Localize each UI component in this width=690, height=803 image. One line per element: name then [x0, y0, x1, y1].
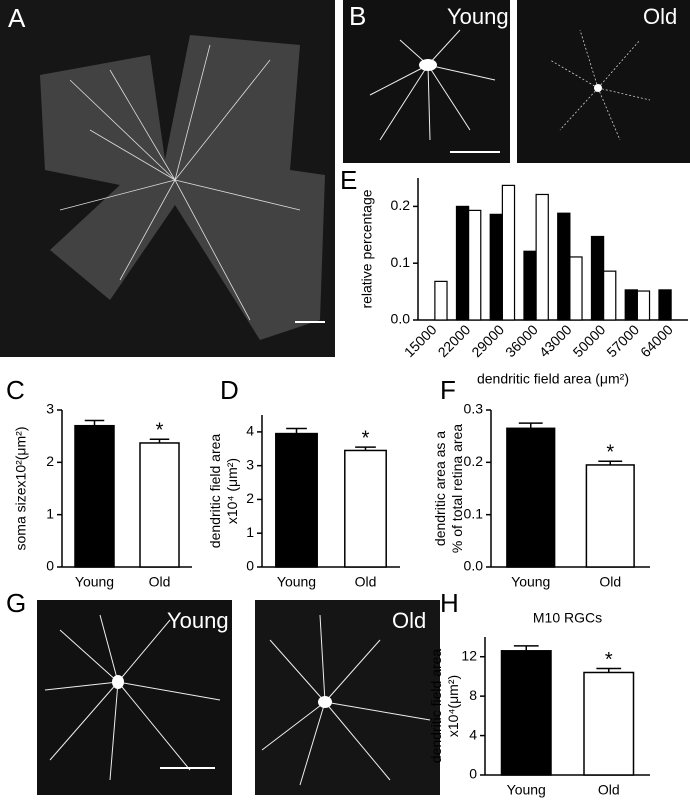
y-axis-label: relative percentage: [359, 189, 375, 308]
axon-lines: [59, 44, 301, 321]
image-label: Young: [167, 608, 229, 633]
x-tick-label: 22000: [435, 321, 474, 360]
bar: [624, 289, 638, 321]
y-tick-label: 0: [469, 766, 477, 782]
y-axis-label: % of total retina area: [449, 424, 465, 553]
x-tick-label: 64000: [637, 321, 676, 360]
x-tick-label: 50000: [570, 321, 609, 360]
bar: [523, 250, 537, 321]
bar: [455, 205, 470, 321]
soma: [594, 84, 602, 92]
y-tick-label: 12: [461, 647, 477, 663]
x-tick-label: 36000: [502, 321, 541, 360]
bar: [557, 212, 571, 321]
x-tick-label: Young: [511, 574, 550, 590]
dendrites: [44, 614, 221, 781]
y-axis-label: dendritic field area: [207, 434, 223, 549]
bar: [275, 432, 318, 568]
bar: [468, 209, 482, 321]
bar: [585, 464, 635, 568]
bar: [344, 449, 387, 568]
y-tick-label: 0.2: [464, 453, 484, 469]
y-axis-label: x10⁴(μm²): [445, 675, 461, 737]
x-tick-label: Young: [277, 574, 316, 590]
bar: [139, 442, 180, 568]
bar: [535, 193, 549, 321]
annotation: *: [362, 427, 370, 449]
bar: [658, 289, 672, 321]
y-tick-label: 0.0: [464, 558, 484, 574]
y-tick-label: 3: [246, 456, 254, 472]
y-tick-label: 0: [46, 558, 54, 574]
bar: [434, 280, 448, 321]
bar: [583, 671, 635, 776]
x-tick-label: Old: [355, 574, 377, 590]
annotation: *: [605, 649, 613, 671]
x-tick-label: Old: [598, 782, 620, 798]
cell-image: [343, 0, 510, 163]
annotation: *: [156, 420, 164, 442]
soma: [318, 696, 332, 708]
x-tick-label: 43000: [536, 321, 575, 360]
x-tick-label: Old: [149, 574, 171, 590]
image-label: Young: [447, 4, 509, 29]
y-axis-label: x10⁴ (μm²): [224, 458, 240, 524]
dendrites: [261, 614, 431, 786]
panel-label: H: [440, 588, 459, 618]
bar: [506, 427, 556, 568]
image-label: Old: [392, 608, 426, 633]
retina-shape: [40, 35, 325, 340]
cell-image: [37, 600, 232, 795]
y-tick-label: 0.3: [464, 401, 484, 417]
bar: [636, 290, 651, 321]
y-tick-label: 4: [469, 726, 477, 742]
x-tick-label: 29000: [468, 321, 507, 360]
cell-image: [255, 600, 440, 795]
panel-label: B: [349, 1, 366, 31]
bar: [500, 650, 552, 776]
bar: [603, 270, 617, 321]
y-tick-label: 2: [46, 453, 54, 469]
y-tick-label: 4: [246, 423, 254, 439]
y-tick-label: 3: [46, 401, 54, 417]
panel-label: E: [340, 165, 357, 195]
dendrites: [369, 29, 496, 141]
x-axis-label: dendritic field area (μm²): [477, 371, 629, 387]
bar: [569, 256, 583, 321]
x-tick-label: Young: [507, 782, 546, 798]
y-tick-label: 8: [469, 687, 477, 703]
bar: [74, 424, 115, 568]
soma: [419, 59, 437, 71]
panel-label: D: [220, 375, 239, 405]
y-tick-label: 0: [246, 558, 254, 574]
x-tick-label: 57000: [603, 321, 642, 360]
y-axis-label: dendritic area as a: [432, 431, 448, 546]
y-tick-label: 2: [246, 490, 254, 506]
panel-label: G: [6, 588, 26, 618]
y-axis-label: soma sizex10²(μm²): [13, 427, 29, 551]
bar: [501, 184, 516, 321]
y-tick-label: 1: [46, 505, 54, 521]
y-tick-label: 1: [246, 524, 254, 540]
soma: [112, 675, 124, 689]
bar: [489, 213, 503, 321]
panel-label: A: [8, 3, 26, 33]
panel-label: C: [6, 375, 25, 405]
y-tick-label: 0.1: [464, 505, 484, 521]
y-tick-label: 0.0: [391, 311, 411, 327]
bar: [590, 235, 605, 321]
x-tick-label: 15000: [401, 321, 440, 360]
x-tick-label: Old: [599, 574, 621, 590]
x-tick-label: Young: [75, 574, 114, 590]
y-tick-label: 0.2: [391, 197, 411, 213]
y-tick-label: 0.1: [391, 254, 411, 270]
image-label: Old: [643, 4, 677, 29]
y-axis-label: dendritic field area: [428, 649, 444, 764]
panel-label: F: [440, 375, 456, 405]
annotation: *: [606, 442, 614, 464]
chart-title: M10 RGCs: [533, 610, 602, 626]
